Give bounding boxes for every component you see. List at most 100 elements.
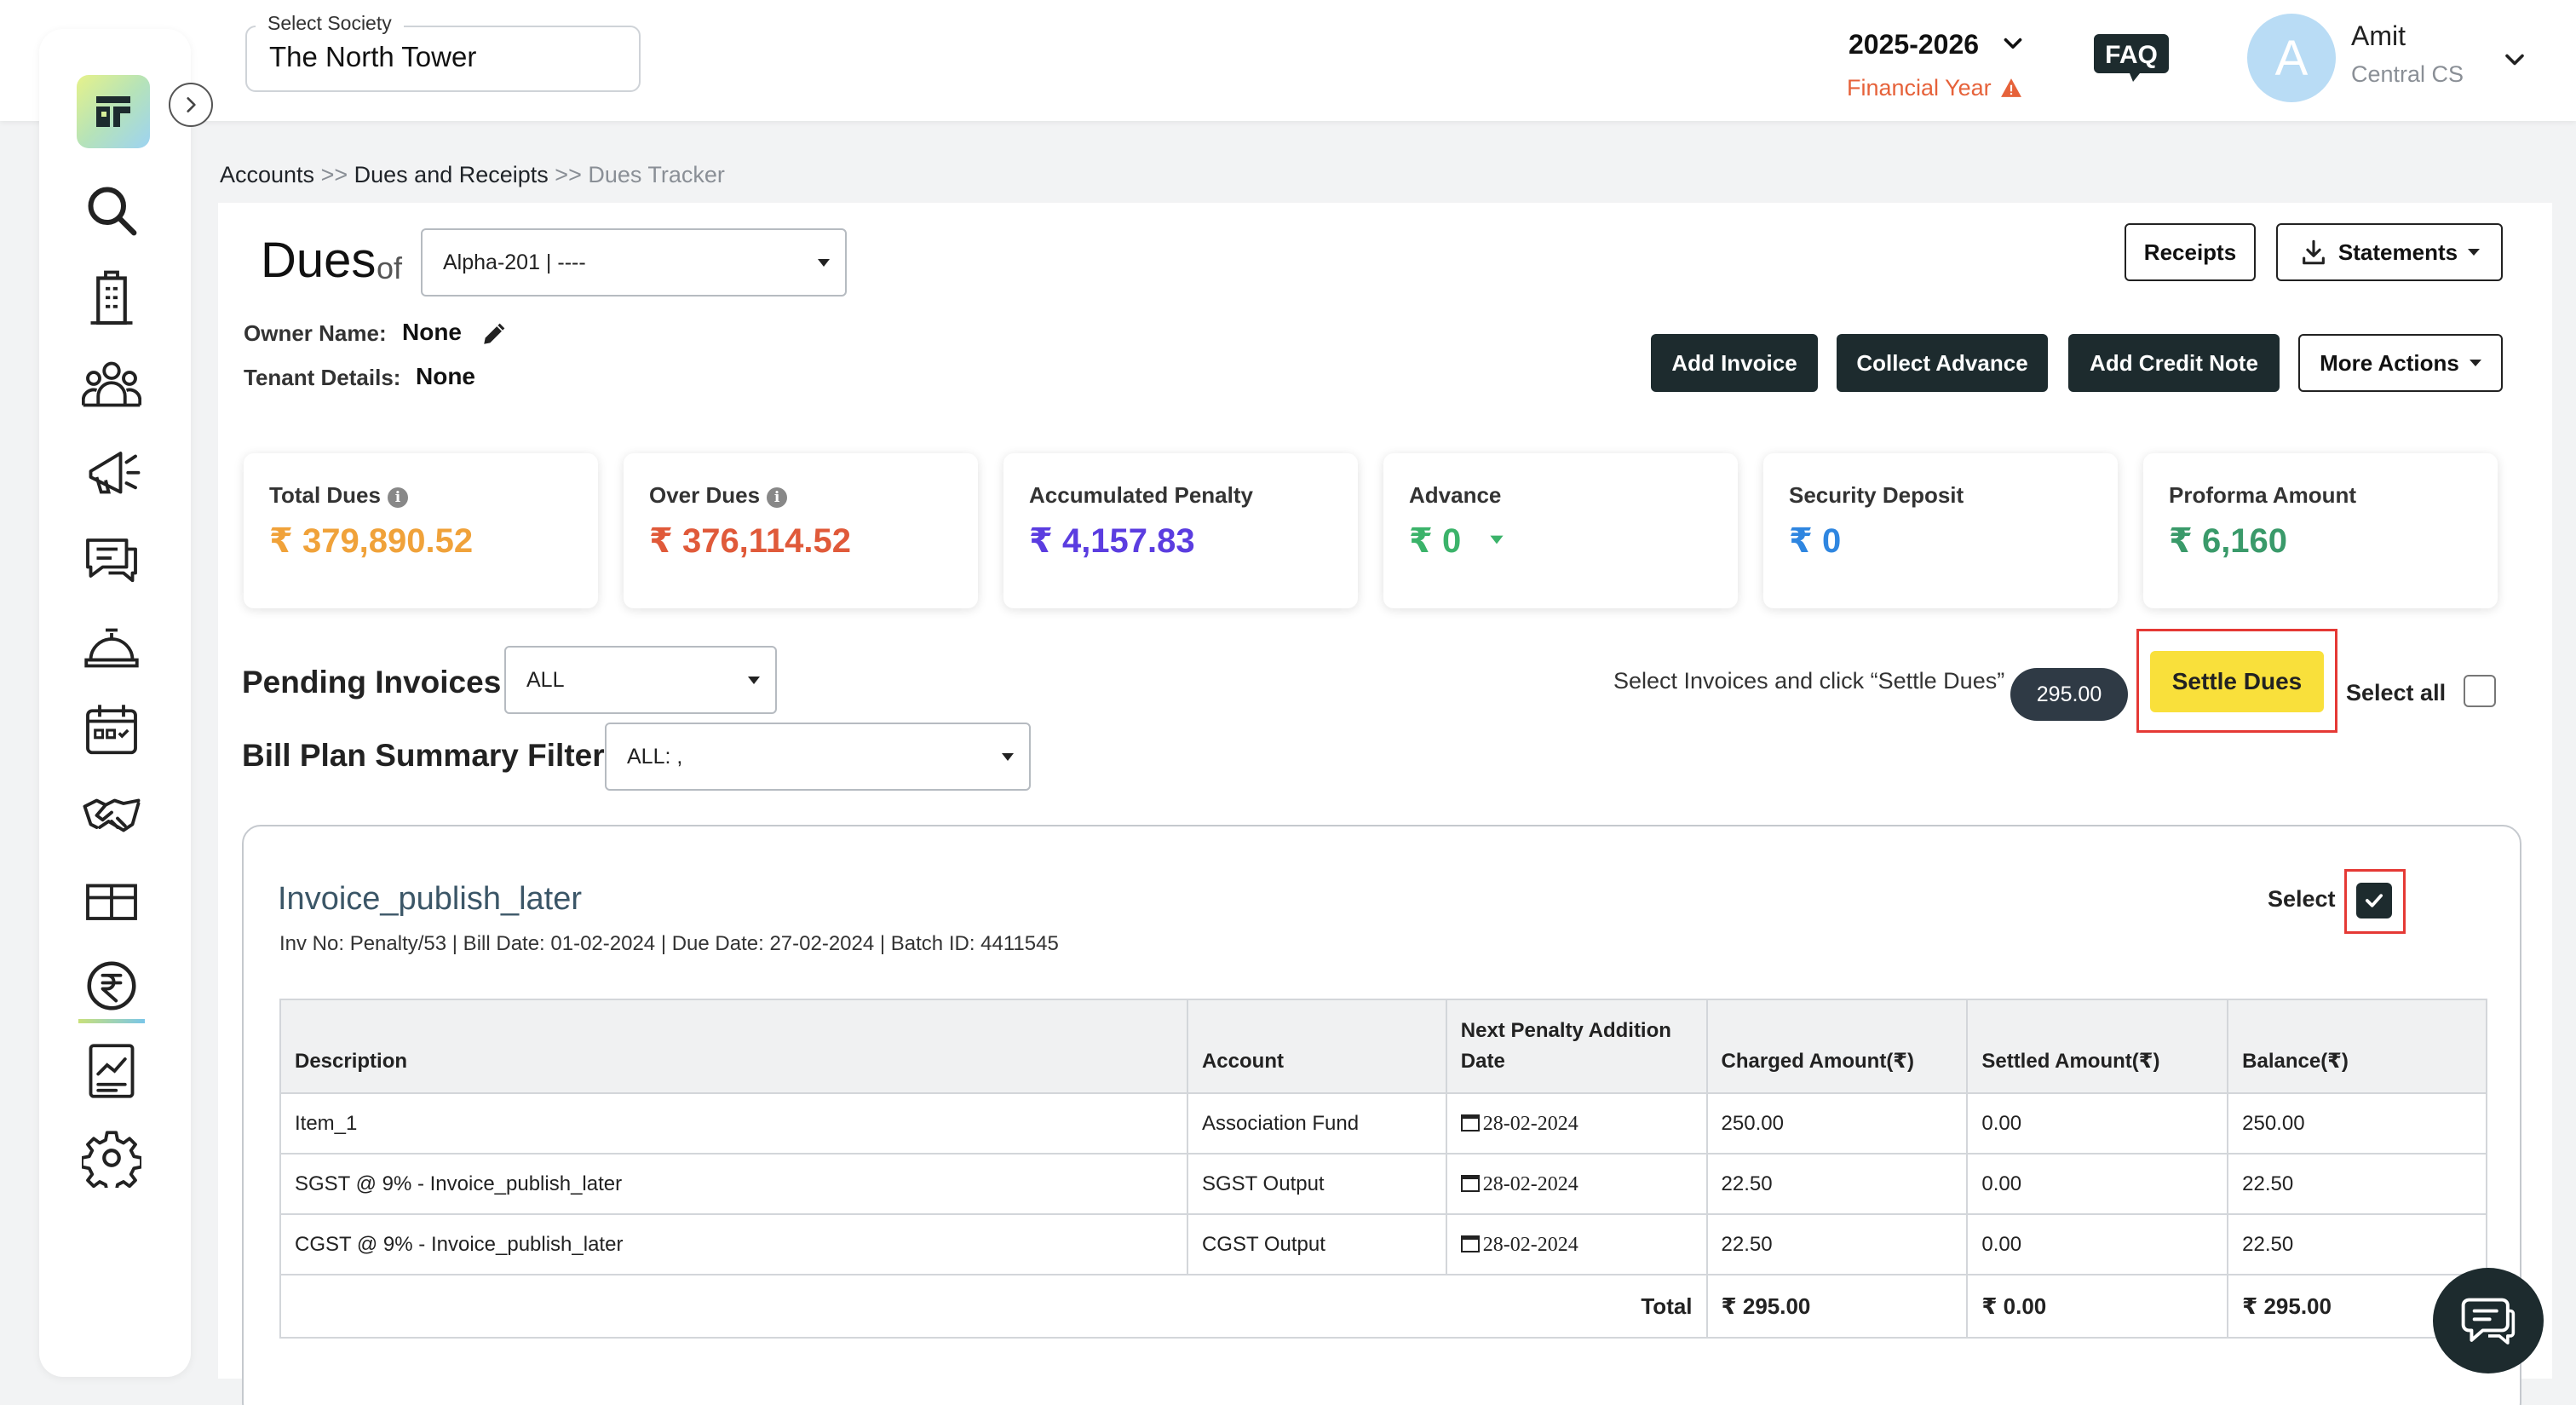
column-header: Account xyxy=(1186,999,1447,1094)
rupee-icon[interactable] xyxy=(82,956,141,1016)
logo-mark-icon xyxy=(96,96,130,127)
cell-penalty-date[interactable]: 28-02-2024 xyxy=(1445,1153,1708,1215)
society-selector[interactable] xyxy=(245,26,641,92)
card-label: Over Dues xyxy=(649,482,761,508)
report-chart-icon[interactable] xyxy=(82,1041,141,1101)
settle-dues-highlight xyxy=(2136,629,2337,733)
total-charged: ₹ 295.00 xyxy=(1705,1274,1969,1339)
total-settled: ₹ 0.00 xyxy=(1966,1274,2229,1339)
caret-down-icon[interactable] xyxy=(1486,528,1508,550)
add-invoice-button-label: Add Invoice xyxy=(1671,349,1797,376)
cell-account: CGST Output xyxy=(1186,1213,1447,1275)
card-value: ₹ 379,890.52 xyxy=(269,522,474,560)
avatar[interactable]: A xyxy=(2247,14,2336,102)
collect-advance-button-label: Collect Advance xyxy=(1856,349,2028,376)
breadcrumb-accounts[interactable]: Accounts xyxy=(220,162,315,187)
people-icon[interactable] xyxy=(82,354,141,414)
card-label: Security Deposit xyxy=(1789,482,1964,508)
bill-plan-filter[interactable]: ALL: , xyxy=(605,723,1031,791)
app-logo[interactable] xyxy=(77,75,150,148)
summary-card-total-dues: Total Dues i ₹ 379,890.52 xyxy=(244,453,598,608)
tenant-details-label: Tenant Details: xyxy=(244,365,401,390)
select-all-checkbox[interactable] xyxy=(2464,675,2496,707)
sidebar-toggle-button[interactable] xyxy=(169,83,213,127)
chevron-down-icon[interactable] xyxy=(1998,29,2027,58)
add-credit-note-button-label: Add Credit Note xyxy=(2090,349,2258,376)
gear-icon[interactable] xyxy=(82,1128,141,1188)
cell-description: CGST @ 9% - Invoice_publish_later xyxy=(279,1213,1188,1275)
card-value: ₹ 0 xyxy=(1789,522,1842,560)
pending-invoices-filter[interactable]: ALL xyxy=(504,646,777,714)
more-actions-button[interactable]: More Actions xyxy=(2298,334,2503,392)
society-selector-value[interactable]: The North Tower xyxy=(269,41,477,72)
column-header: Description xyxy=(279,999,1188,1094)
bill-plan-filter-title: Bill Plan Summary Filter xyxy=(242,738,605,773)
chevron-down-icon[interactable] xyxy=(2499,44,2530,75)
receipts-button[interactable]: Receipts xyxy=(2125,223,2256,281)
page-title: Dues xyxy=(261,233,377,288)
table-total-row: Total ₹ 295.00 ₹ 0.00 ₹ 295.00 xyxy=(279,1274,2487,1339)
chat-icon[interactable] xyxy=(82,528,141,588)
box-icon[interactable] xyxy=(82,871,141,930)
settle-dues-button[interactable]: Settle Dues xyxy=(2150,651,2324,712)
owner-name-value: None xyxy=(402,319,462,345)
sidebar-active-indicator xyxy=(78,1019,145,1023)
cell-settled: 0.00 xyxy=(1966,1213,2229,1275)
invoice-select-checkbox[interactable] xyxy=(2356,883,2392,918)
download-icon xyxy=(2303,239,2325,265)
cell-penalty-date[interactable]: 28-02-2024 xyxy=(1445,1092,1708,1155)
caret-down-icon xyxy=(818,259,830,267)
add-credit-note-button[interactable]: Add Credit Note xyxy=(2068,334,2280,392)
calendar-icon[interactable] xyxy=(82,700,141,760)
table-row: Item_1 Association Fund 28-02-2024 250.0… xyxy=(279,1092,2487,1155)
card-value: ₹ 0 xyxy=(1409,522,1462,560)
cell-penalty-date[interactable]: 28-02-2024 xyxy=(1445,1213,1708,1275)
receipts-button-label: Receipts xyxy=(2143,239,2237,265)
breadcrumb-separator: >> xyxy=(555,162,582,187)
breadcrumb: Accounts >> Dues and Receipts >> Dues Tr… xyxy=(220,162,725,188)
user-name: Amit xyxy=(2351,20,2406,51)
cell-charged: 22.50 xyxy=(1705,1153,1969,1215)
table-row: CGST @ 9% - Invoice_publish_later CGST O… xyxy=(279,1213,2487,1275)
chat-support-button[interactable] xyxy=(2433,1268,2544,1373)
owner-name-label: Owner Name: xyxy=(244,320,387,346)
search-icon[interactable] xyxy=(82,181,141,240)
more-actions-button-label: More Actions xyxy=(2320,349,2459,376)
collect-advance-button[interactable]: Collect Advance xyxy=(1837,334,2048,392)
card-value: ₹ 376,114.52 xyxy=(649,522,851,560)
unit-select-value: Alpha-201 | ---- xyxy=(443,250,586,274)
chat-bubble-icon xyxy=(2461,1298,2516,1345)
cell-balance: 250.00 xyxy=(2227,1092,2487,1155)
cell-description: SGST @ 9% - Invoice_publish_later xyxy=(279,1153,1188,1215)
settle-hint-text: Select Invoices and click “Settle Dues” xyxy=(1613,668,2005,694)
warning-icon xyxy=(2001,78,2021,97)
summary-card-over-dues: Over Dues i ₹ 376,114.52 xyxy=(624,453,978,608)
invoice-title: Invoice_publish_later xyxy=(278,881,583,917)
service-bell-icon[interactable] xyxy=(82,615,141,675)
faq-button[interactable]: FAQ xyxy=(2092,32,2171,83)
calendar-icon xyxy=(1460,1174,1480,1192)
unit-select[interactable]: Alpha-201 | ---- xyxy=(421,228,847,297)
financial-year-value[interactable]: 2025-2026 xyxy=(1849,29,1980,60)
breadcrumb-dues-and-receipts[interactable]: Dues and Receipts xyxy=(354,162,549,187)
card-label: Total Dues xyxy=(269,482,381,508)
cell-description: Item_1 xyxy=(279,1092,1188,1155)
handshake-icon[interactable] xyxy=(82,786,141,845)
cell-account: Association Fund xyxy=(1186,1092,1447,1155)
add-invoice-button[interactable]: Add Invoice xyxy=(1651,334,1818,392)
cell-charged: 22.50 xyxy=(1705,1213,1969,1275)
statements-button[interactable]: Statements xyxy=(2276,223,2503,281)
calendar-icon xyxy=(1460,1114,1480,1131)
info-icon[interactable]: i xyxy=(767,487,788,508)
info-icon[interactable]: i xyxy=(387,487,408,508)
calendar-icon xyxy=(1460,1235,1480,1252)
card-label: Advance xyxy=(1409,482,1502,508)
pencil-icon[interactable] xyxy=(480,319,509,348)
card-label: Proforma Amount xyxy=(2169,482,2357,508)
megaphone-icon[interactable] xyxy=(82,441,141,501)
pending-invoices-filter-value: ALL xyxy=(526,667,565,692)
breadcrumb-separator: >> xyxy=(320,162,348,187)
building-icon[interactable] xyxy=(82,269,141,329)
caret-down-icon xyxy=(2468,249,2481,256)
cell-charged: 250.00 xyxy=(1705,1092,1969,1155)
